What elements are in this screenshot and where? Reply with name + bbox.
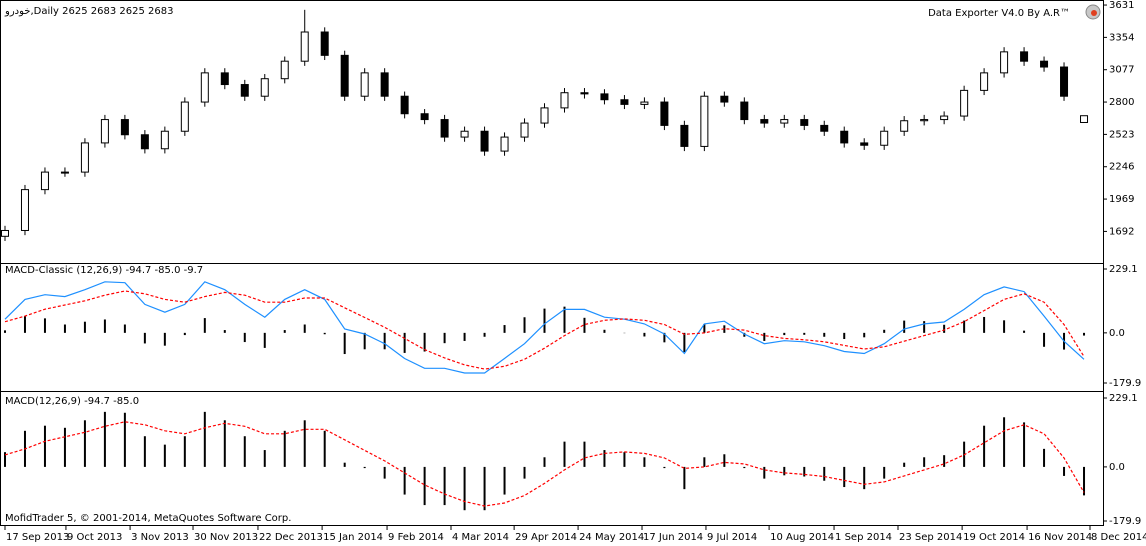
candle-body: [140, 134, 149, 150]
x-tick-label: 29 Apr 2014: [515, 532, 577, 543]
candle-body: [200, 72, 209, 103]
y-tick-label: 229.1: [1109, 393, 1138, 404]
candle-body: [180, 101, 189, 132]
y-tick-label: 1692: [1109, 226, 1134, 237]
x-tick-label: 9 Jul 2014: [707, 532, 757, 543]
x-tick-label: 1 Sep 2014: [835, 532, 892, 543]
x-tick-label: 24 May 2014: [579, 532, 644, 543]
candle-body: [540, 107, 549, 124]
candle-body: [60, 171, 69, 174]
candle-body: [440, 119, 449, 138]
x-tick-label: 23 Sep 2014: [899, 532, 962, 543]
x-tick-label: 3 Nov 2013: [131, 532, 189, 543]
candle-body: [940, 115, 949, 121]
indicator-line: [4, 281, 1085, 374]
candle-body: [880, 130, 889, 146]
x-tick-label: 15 Jan 2014: [323, 532, 383, 543]
candle-body: [560, 92, 569, 109]
candle-body: [80, 142, 89, 173]
indicator-line: [4, 290, 1085, 370]
candle-body: [40, 171, 49, 191]
y-tick-label: 1969: [1109, 194, 1134, 205]
candle-body: [160, 130, 169, 150]
y-tick-label: 3631: [1109, 0, 1134, 11]
candle-body: [840, 130, 849, 144]
candle-body: [920, 119, 929, 122]
candle-body: [280, 60, 289, 80]
candle-body: [680, 124, 689, 147]
x-tick-label: 9 Feb 2014: [388, 532, 444, 543]
candle-body: [800, 119, 809, 126]
candle-body: [700, 95, 709, 147]
candle-body: [520, 122, 529, 138]
candle-body: [1060, 66, 1069, 97]
x-tick-label: 17 Jun 2014: [643, 532, 703, 543]
y-tick-label: 0.0: [1109, 328, 1125, 339]
candle-body: [660, 101, 669, 126]
candle-body: [480, 130, 489, 152]
candle-body: [960, 89, 969, 117]
candle-body: [860, 142, 869, 146]
x-tick-label: 10 Aug 2014: [770, 532, 834, 543]
panel-title: MACD(12,26,9) -94.7 -85.0: [5, 396, 139, 407]
x-tick-label: 19 Oct 2014: [963, 532, 1025, 543]
panel-title: MACD-Classic (12,26,9) -94.7 -85.0 -9.7: [5, 265, 203, 276]
candle-body: [320, 31, 329, 56]
x-tick-label: 4 Mar 2014: [452, 532, 509, 543]
candle-body: [0, 229, 9, 237]
y-tick-label: 2246: [1109, 162, 1134, 173]
candle-body: [260, 78, 269, 97]
y-tick-label: 3354: [1109, 32, 1134, 43]
candle-body: [360, 72, 369, 97]
candle-body: [1040, 60, 1049, 68]
candle-body: [460, 130, 469, 138]
exporter-icon[interactable]: [1085, 4, 1101, 20]
candle-body: [820, 124, 829, 132]
x-tick-label: 8 Dec 2014: [1091, 532, 1146, 543]
x-tick-label: 9 Oct 2013: [67, 532, 122, 543]
chart-title: خودرو,Daily 2625 2683 2625 2683: [4, 6, 173, 17]
annotation: Data Exporter V4.0 By A.R™: [928, 8, 1070, 19]
candle-body: [380, 72, 389, 97]
y-tick-label: 2800: [1109, 97, 1134, 108]
candle-body: [400, 95, 409, 115]
candle-body: [620, 99, 629, 105]
candle-body: [120, 119, 129, 136]
candle-body: [760, 119, 769, 124]
candle-body: [1020, 51, 1029, 62]
candle-body: [1080, 115, 1089, 123]
candle-body: [740, 101, 749, 121]
candle-body: [580, 92, 589, 95]
y-tick-label: -179.9: [1109, 378, 1141, 389]
candle-body: [220, 72, 229, 86]
y-tick-label: 0.0: [1109, 462, 1125, 473]
candle-body: [720, 95, 729, 103]
y-tick-label: 3077: [1109, 65, 1134, 76]
candle-body: [340, 54, 349, 97]
candle-body: [980, 72, 989, 91]
y-tick-label: 2523: [1109, 129, 1134, 140]
footer: MofidTrader 5, © 2001-2014, MetaQuotes S…: [5, 513, 291, 524]
x-tick-label: 17 Sep 2013: [6, 532, 69, 543]
candle-body: [20, 189, 29, 231]
candle-body: [1000, 51, 1009, 74]
x-tick-label: 30 Nov 2013: [194, 532, 258, 543]
indicator-line: [4, 421, 1085, 507]
candle-body: [640, 101, 649, 105]
x-tick-label: 16 Nov 2014: [1028, 532, 1092, 543]
y-tick-label: -179.9: [1109, 516, 1141, 527]
candle-body: [420, 113, 429, 121]
candle-body: [240, 84, 249, 97]
candle-body: [780, 119, 789, 124]
x-tick-label: 22 Dec 2013: [259, 532, 323, 543]
candle-body: [500, 136, 509, 152]
candle-body: [300, 31, 309, 62]
y-tick-label: 229.1: [1109, 264, 1138, 275]
candle-body: [600, 93, 609, 101]
candle-body: [100, 119, 109, 144]
candle-body: [900, 120, 909, 132]
